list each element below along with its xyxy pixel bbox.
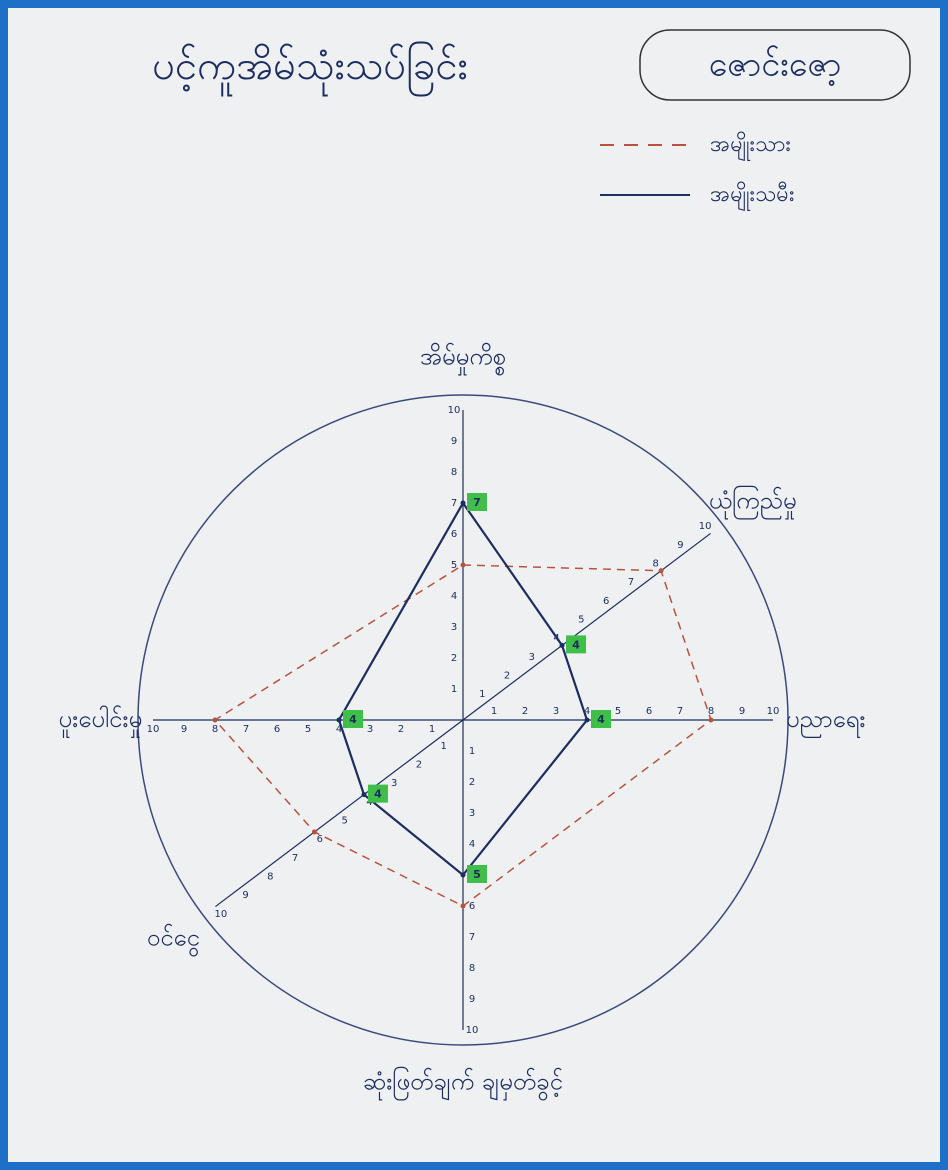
data-point <box>337 718 342 723</box>
tick-label: 5 <box>305 724 311 735</box>
tick-label: 1 <box>469 746 475 757</box>
data-point <box>659 568 664 573</box>
tick-label: 6 <box>451 529 457 540</box>
tick-label: 7 <box>677 706 683 717</box>
tick-label: 8 <box>267 871 273 882</box>
tick-label: 7 <box>292 853 298 864</box>
tick-label: 5 <box>341 815 347 826</box>
tick-label: 4 <box>451 591 457 602</box>
tick-label: 7 <box>469 932 475 943</box>
tick-label: 9 <box>739 706 745 717</box>
tick-label: 5 <box>578 615 584 626</box>
tick-label: 1 <box>429 724 435 735</box>
tick-label: 6 <box>317 834 323 845</box>
value-label: 5 <box>473 868 481 881</box>
data-point <box>361 792 366 797</box>
tick-label: 7 <box>628 577 634 588</box>
data-point <box>709 718 714 723</box>
axis-label: ယုံကြည်မှု <box>709 485 797 520</box>
tick-label: 2 <box>469 777 475 788</box>
paper <box>4 4 944 1166</box>
chart-title: ပင့်ကူအိမ်သုံးသပ်ခြင်း <box>152 42 468 97</box>
chart: ပင့်ကူအိမ်သုံးသပ်ခြင်း ဇောင်းဇော့ 123456… <box>0 0 948 1170</box>
chart-subtitle: ဇောင်းဇော့ <box>709 45 842 86</box>
tick-label: 5 <box>615 706 621 717</box>
data-point <box>585 718 590 723</box>
tick-label: 10 <box>448 405 461 416</box>
tick-label: 1 <box>479 689 485 700</box>
tick-label: 6 <box>274 724 280 735</box>
tick-label: 9 <box>677 540 683 551</box>
tick-label: 10 <box>767 706 780 717</box>
tick-label: 7 <box>243 724 249 735</box>
value-label: 7 <box>473 496 481 509</box>
tick-label: 8 <box>652 559 658 570</box>
tick-label: 2 <box>451 653 457 664</box>
data-point <box>560 643 565 648</box>
tick-label: 3 <box>469 808 475 819</box>
tick-label: 2 <box>522 706 528 717</box>
tick-label: 8 <box>469 963 475 974</box>
tick-label: 6 <box>646 706 652 717</box>
tick-label: 1 <box>491 706 497 717</box>
tick-label: 8 <box>451 467 457 478</box>
axis-label: ပူးပေါင်းမှု <box>58 704 142 738</box>
axis-label: အိမ်မှုကိစ္စ <box>420 341 506 375</box>
tick-label: 2 <box>398 724 404 735</box>
tick-label: 4 <box>469 839 475 850</box>
tick-label: 9 <box>469 994 475 1005</box>
data-point <box>312 829 317 834</box>
data-point <box>461 873 466 878</box>
tick-label: 9 <box>242 890 248 901</box>
tick-label: 6 <box>603 596 609 607</box>
tick-label: 10 <box>466 1025 479 1036</box>
tick-label: 10 <box>147 724 160 735</box>
tick-label: 1 <box>440 741 446 752</box>
data-point <box>461 904 466 909</box>
tick-label: 6 <box>469 901 475 912</box>
value-label: 4 <box>349 713 357 726</box>
data-point <box>461 501 466 506</box>
tick-label: 9 <box>181 724 187 735</box>
tick-label: 10 <box>214 909 227 920</box>
data-point <box>461 563 466 568</box>
tick-label: 3 <box>367 724 373 735</box>
value-label: 4 <box>597 713 605 726</box>
value-label: 4 <box>572 638 580 651</box>
tick-label: 7 <box>451 498 457 509</box>
data-point <box>213 718 218 723</box>
tick-label: 2 <box>416 760 422 771</box>
tick-label: 10 <box>699 521 712 532</box>
tick-label: 3 <box>529 652 535 663</box>
tick-label: 8 <box>212 724 218 735</box>
tick-label: 3 <box>391 778 397 789</box>
tick-label: 3 <box>451 622 457 633</box>
tick-label: 3 <box>553 706 559 717</box>
tick-label: 2 <box>504 670 510 681</box>
value-label: 4 <box>374 788 382 801</box>
tick-label: 1 <box>451 684 457 695</box>
tick-label: 9 <box>451 436 457 447</box>
